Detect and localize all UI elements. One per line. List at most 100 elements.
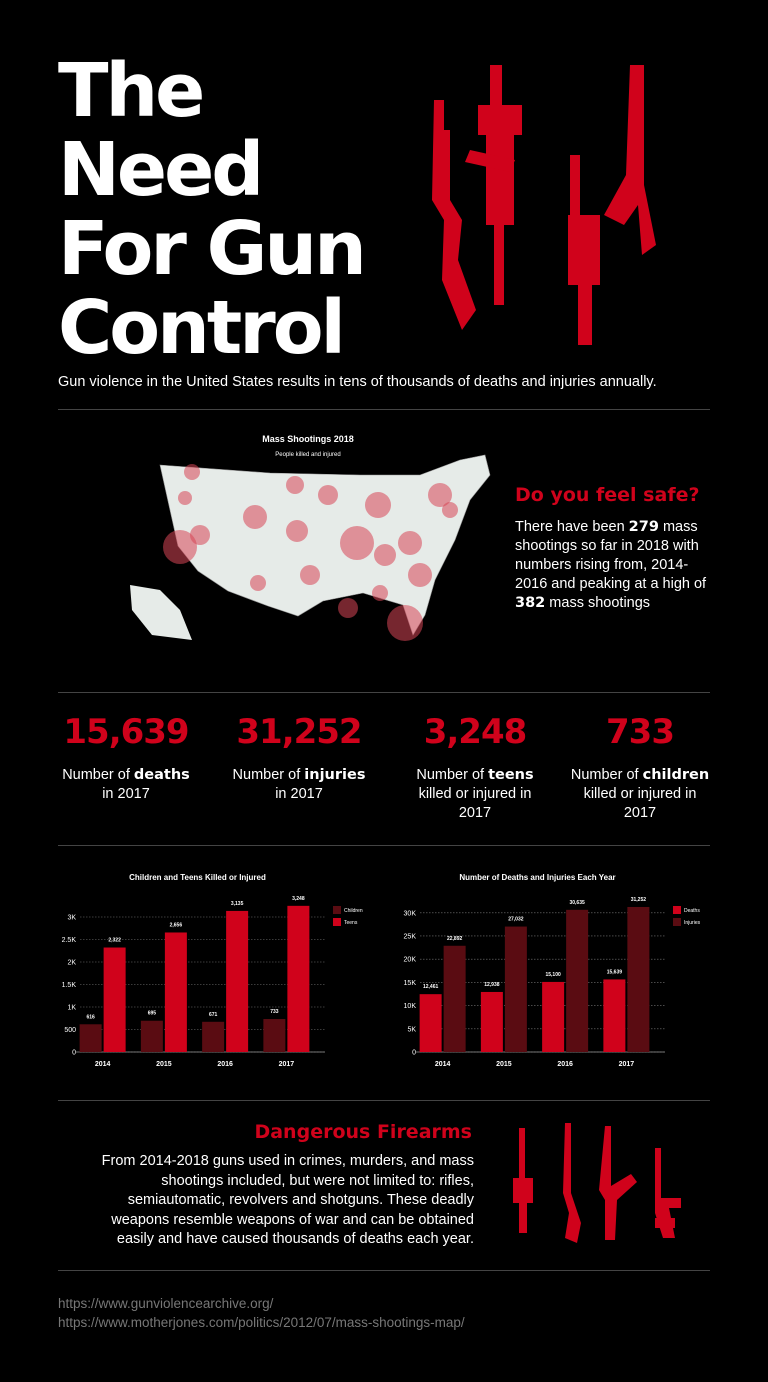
- title: The Need For Gun Control: [58, 48, 367, 371]
- divider: [58, 409, 710, 410]
- divider: [58, 1100, 710, 1101]
- bold-text: 279: [628, 519, 659, 535]
- legend-swatch: [333, 918, 341, 926]
- text: Number of: [416, 767, 489, 783]
- sources: https://www.gunviolencearchive.org/ http…: [58, 1294, 465, 1332]
- title-line: For Gun: [58, 206, 367, 292]
- data-label: 671: [209, 1012, 218, 1018]
- text: Number of: [62, 767, 134, 783]
- stat: 31,252 Number of injuries in 2017: [219, 712, 379, 804]
- stat-value: 15,639: [63, 712, 189, 752]
- data-label: 2,656: [170, 922, 183, 928]
- text: Number of: [232, 767, 305, 783]
- data-label: 31,252: [631, 897, 647, 903]
- stat-text: Number of children killed or injured in …: [570, 766, 710, 823]
- y-tick-label: 25K: [404, 933, 417, 940]
- bold-text: children: [642, 767, 710, 783]
- bar: [164, 932, 187, 1052]
- data-label: 3,135: [231, 901, 244, 907]
- data-label: 3,248: [292, 896, 305, 902]
- map: Mass Shootings 2018 People killed and in…: [130, 434, 491, 641]
- source-link: https://www.motherjones.com/politics/201…: [58, 1315, 465, 1330]
- legend-label: Teens: [344, 920, 358, 926]
- safe-heading: Do you feel safe?: [515, 484, 700, 506]
- data-label: 12,461: [423, 984, 439, 990]
- y-tick-label: 3K: [67, 915, 76, 922]
- text: killed or injured in 2017: [583, 786, 697, 821]
- y-tick-label: 0: [72, 1050, 76, 1057]
- data-label: 2,322: [108, 938, 121, 944]
- x-tick-label: 2017: [619, 1061, 635, 1068]
- safe-text: There have been 279 mass shootings so fa…: [515, 518, 715, 613]
- x-tick-label: 2014: [435, 1061, 451, 1068]
- y-tick-label: 2.5K: [62, 937, 77, 944]
- legend-swatch: [333, 906, 341, 914]
- stat-text: Number of teens killed or injured in 201…: [405, 766, 545, 823]
- data-label: 30,635: [569, 900, 585, 906]
- bar: [443, 945, 466, 1052]
- stat-value: 31,252: [236, 712, 362, 752]
- data-label: 15,100: [545, 972, 561, 978]
- bar: [603, 979, 626, 1052]
- data-label: 15,639: [607, 969, 623, 975]
- bold-text: 382: [515, 595, 546, 611]
- x-tick-label: 2017: [279, 1061, 295, 1068]
- legend-swatch: [673, 918, 681, 926]
- stat: 733 Number of children killed or injured …: [560, 712, 720, 823]
- stat-value: 3,248: [423, 712, 528, 752]
- data-label: 616: [86, 1014, 95, 1020]
- text: in 2017: [275, 786, 323, 802]
- bar: [542, 981, 565, 1052]
- legend-swatch: [673, 906, 681, 914]
- bar: [480, 991, 503, 1052]
- y-tick-label: 1.5K: [62, 982, 77, 989]
- bar: [566, 909, 589, 1052]
- y-tick-label: 2K: [67, 960, 76, 967]
- chart-title: Children and Teens Killed or Injured: [129, 873, 266, 882]
- bar: [263, 1019, 286, 1052]
- bar: [226, 910, 249, 1052]
- legend-label: Injuries: [684, 920, 701, 926]
- bar: [504, 926, 527, 1052]
- title-line: Control: [58, 285, 346, 371]
- y-tick-label: 15K: [404, 980, 417, 987]
- text: Number of: [570, 767, 643, 783]
- y-tick-label: 0: [412, 1050, 416, 1057]
- x-tick-label: 2014: [95, 1061, 111, 1068]
- stat: 3,248 Number of teens killed or injured i…: [395, 712, 555, 823]
- bar: [419, 994, 442, 1052]
- stat: 15,639 Number of deaths in 2017: [46, 712, 206, 804]
- x-tick-label: 2015: [156, 1061, 172, 1068]
- y-tick-label: 500: [64, 1027, 76, 1034]
- chart-title: Number of Deaths and Injuries Each Year: [459, 873, 615, 882]
- title-line: The: [58, 48, 205, 134]
- us-shape: [159, 454, 491, 636]
- bar: [627, 906, 650, 1052]
- data-label: 695: [148, 1011, 157, 1017]
- bar: [79, 1024, 102, 1052]
- divider: [58, 845, 710, 846]
- data-label: 733: [270, 1009, 279, 1015]
- firearms-text: From 2014-2018 guns used in crimes, murd…: [101, 1153, 474, 1247]
- title-line: Need: [58, 127, 264, 213]
- divider: [58, 1270, 710, 1271]
- bar: [202, 1021, 225, 1052]
- source-link: https://www.gunviolencearchive.org/: [58, 1296, 274, 1311]
- bold-text: deaths: [133, 767, 190, 783]
- guns-illustration: [432, 65, 656, 345]
- y-tick-label: 1K: [67, 1005, 76, 1012]
- bar: [140, 1020, 163, 1052]
- y-tick-label: 10K: [404, 1003, 417, 1010]
- y-tick-label: 20K: [404, 957, 417, 964]
- charts: Children and Teens Killed or Injured 0 500…: [62, 873, 701, 1068]
- text: mass shootings: [545, 595, 651, 611]
- stat-value: 733: [606, 712, 675, 752]
- text: in 2017: [102, 786, 150, 802]
- subtitle: Gun violence in the United States result…: [58, 374, 657, 390]
- y-tick-label: 30K: [404, 910, 417, 917]
- x-tick-label: 2015: [496, 1061, 512, 1068]
- firearms-illustration: [513, 1123, 681, 1243]
- map-subtitle: People killed and injured: [275, 452, 340, 458]
- data-label: 27,032: [508, 917, 524, 923]
